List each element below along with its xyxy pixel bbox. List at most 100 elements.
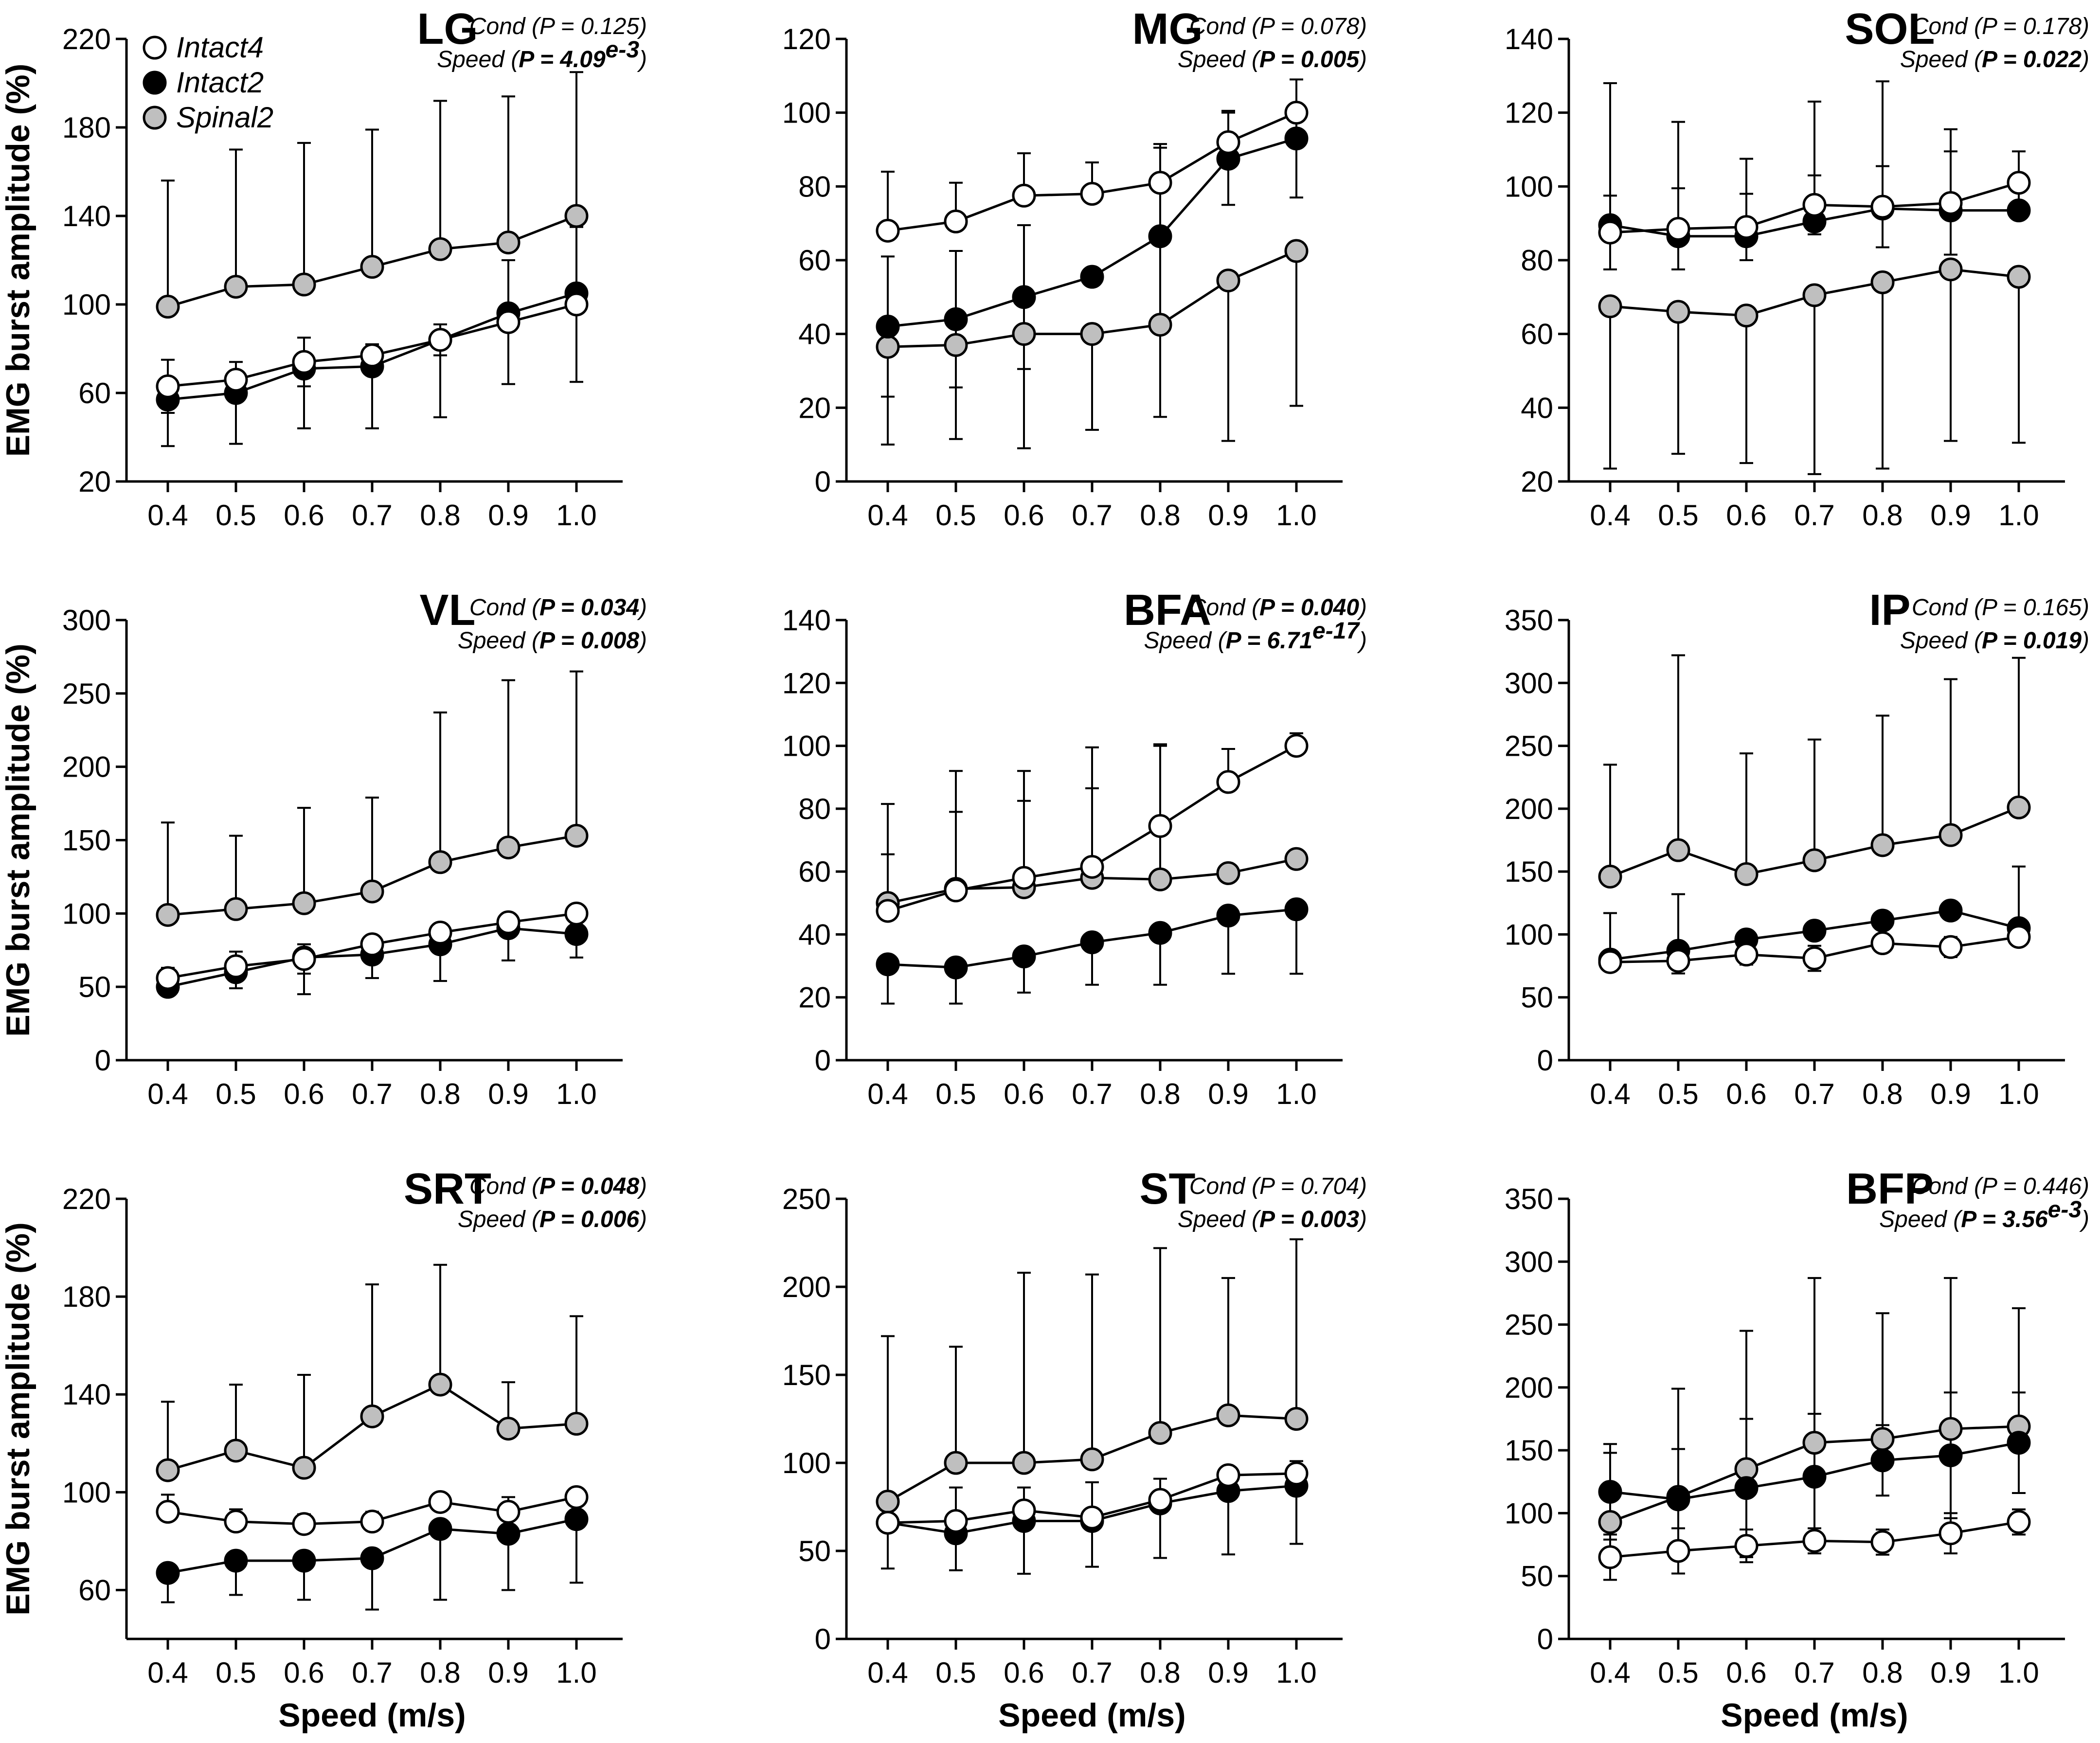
point-intact2: [944, 307, 968, 331]
stat-p-value: P = 0.125: [539, 14, 639, 39]
stat-cond-text: Cond (P = 0.048): [469, 1174, 647, 1199]
x-tick-label: 1.0: [556, 1078, 596, 1110]
point-intact2: [1148, 224, 1172, 249]
point-intact2: [360, 1546, 384, 1570]
point-spinal2: [428, 1372, 452, 1397]
stat-speed-text: Speed (P = 0.022): [1900, 47, 2089, 72]
point-intact2: [1284, 126, 1309, 151]
legend-marker-intact2: [143, 71, 167, 95]
point-intact4: [292, 1512, 316, 1536]
x-tick-label: 0.8: [1140, 499, 1180, 532]
y-tick-label: 100: [782, 1447, 831, 1479]
point-intact4: [1080, 1505, 1104, 1530]
point-intact2: [1802, 1464, 1827, 1489]
point-spinal2: [564, 204, 589, 228]
x-axis-label: Speed (m/s): [1721, 1697, 1908, 1734]
y-tick-label: 250: [1505, 730, 1553, 763]
stat-prefix: Cond (: [1912, 1174, 1984, 1199]
x-tick-label: 1.0: [1276, 1656, 1316, 1689]
point-spinal2: [1666, 300, 1690, 324]
point-spinal2: [292, 272, 316, 297]
stat-suffix: ): [1357, 1174, 1367, 1199]
x-tick-label: 0.4: [1590, 1078, 1630, 1110]
y-tick-label: 150: [1505, 855, 1553, 888]
x-tick-label: 0.5: [215, 1078, 256, 1110]
point-spinal2: [1216, 1403, 1240, 1427]
point-intact4: [1148, 814, 1172, 838]
stat-p-value: P = 0.005: [1259, 47, 1360, 72]
stat-p-value: P = 0.008: [539, 628, 639, 654]
stat-suffix: ): [1357, 14, 1367, 39]
point-intact4: [2007, 171, 2031, 195]
point-intact4: [428, 328, 452, 352]
point-spinal2: [1598, 1510, 1622, 1534]
y-tick-label: 220: [62, 23, 111, 55]
point-spinal2: [360, 879, 384, 904]
point-intact4: [156, 374, 180, 398]
x-tick-label: 0.8: [420, 499, 460, 532]
point-intact4: [1938, 191, 1963, 215]
point-intact2: [1080, 930, 1104, 955]
y-tick-label: 50: [1521, 981, 1553, 1014]
point-spinal2: [156, 295, 180, 319]
x-tick-label: 0.7: [352, 499, 392, 532]
x-tick-label: 0.5: [1658, 1656, 1698, 1689]
point-intact4: [224, 368, 248, 392]
stat-prefix: Speed (: [437, 47, 521, 72]
point-spinal2: [1284, 1407, 1309, 1431]
x-tick-label: 0.7: [1794, 1656, 1834, 1689]
point-intact4: [1870, 195, 1895, 219]
point-spinal2: [1216, 861, 1240, 885]
point-spinal2: [564, 1412, 589, 1436]
stat-p-value: P = 0.178: [1982, 14, 2082, 39]
point-intact4: [1938, 1521, 1963, 1546]
point-spinal2: [1666, 838, 1690, 862]
point-spinal2: [1734, 303, 1759, 328]
stat-suffix: ): [637, 1174, 647, 1199]
stat-suffix: ): [1357, 628, 1367, 654]
x-tick-label: 0.8: [1140, 1656, 1180, 1689]
stat-cond-text: Cond (P = 0.034): [469, 595, 647, 621]
stat-prefix: Speed (: [1879, 1207, 1963, 1232]
x-tick-label: 0.5: [1658, 1078, 1698, 1110]
stat-p-value: P = 0.003: [1259, 1207, 1359, 1232]
x-tick-label: 0.7: [1072, 1078, 1112, 1110]
y-tick-label: 50: [798, 1535, 831, 1567]
x-tick-label: 1.0: [1998, 1656, 2039, 1689]
point-intact4: [564, 901, 589, 925]
stat-p-value: P = 0.019: [1982, 628, 2082, 654]
point-spinal2: [876, 335, 900, 359]
point-spinal2: [1148, 313, 1172, 337]
point-intact4: [2007, 925, 2031, 949]
y-axis-label: EMG burst amplitude (%): [0, 643, 36, 1036]
stat-p-value: P = 0.165: [1982, 595, 2082, 621]
y-tick-label: 60: [798, 244, 831, 277]
stat-prefix: Cond (: [469, 1174, 542, 1199]
x-tick-label: 0.8: [420, 1078, 460, 1110]
x-tick-label: 0.5: [1658, 499, 1698, 532]
point-spinal2: [496, 1417, 521, 1441]
point-spinal2: [1802, 848, 1827, 872]
point-spinal2: [224, 897, 248, 921]
stat-speed-text: Speed (P = 0.005): [1178, 47, 1367, 72]
point-intact4: [1666, 949, 1690, 973]
y-axis-label: EMG burst amplitude (%): [0, 1222, 36, 1615]
y-tick-label: 0: [1537, 1044, 1553, 1077]
stat-exponent: e-17: [1312, 618, 1360, 644]
stat-prefix: Speed (: [1900, 47, 1984, 72]
stat-p-value: P = 4.09: [519, 47, 606, 72]
point-intact4: [876, 218, 900, 243]
point-intact4: [224, 1510, 248, 1534]
y-tick-label: 300: [1505, 1245, 1553, 1278]
y-tick-label: 300: [1505, 667, 1553, 699]
x-tick-label: 0.8: [1862, 1078, 1903, 1110]
panel-mg: 0 20 40 60 80 100 120 0.4 0.5 0.6 0.7 0.8 0.9 1.0 MGCo…: [782, 5, 1367, 532]
point-intact4: [496, 310, 521, 334]
x-tick-label: 0.4: [147, 499, 188, 532]
y-tick-label: 0: [815, 1623, 831, 1655]
point-intact2: [2007, 1431, 2031, 1455]
y-tick-label: 150: [782, 1359, 831, 1391]
y-tick-label: 60: [78, 1574, 111, 1606]
point-intact4: [1148, 1488, 1172, 1512]
x-tick-label: 0.5: [935, 1656, 976, 1689]
